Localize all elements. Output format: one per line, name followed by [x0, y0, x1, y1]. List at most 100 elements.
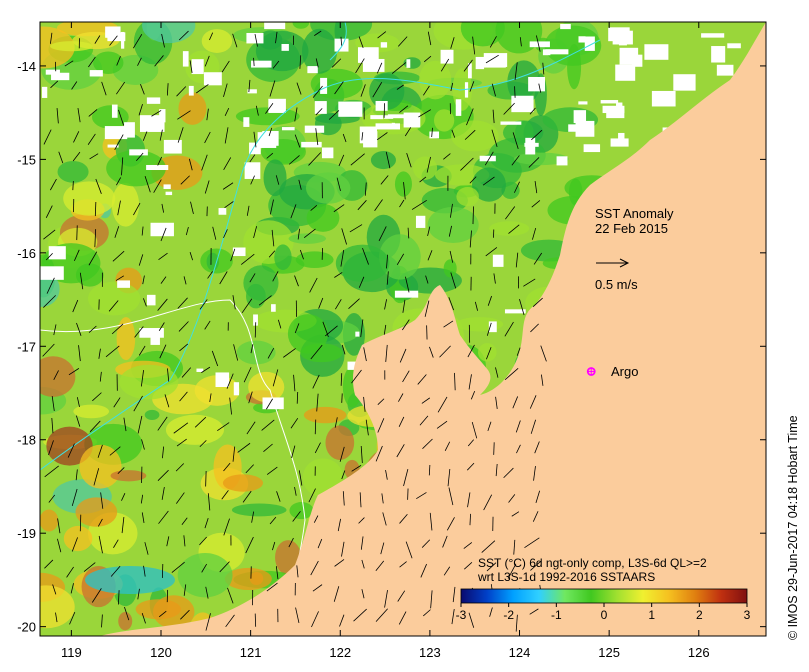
cloud-gap: [146, 294, 156, 306]
cloud-gap: [716, 64, 734, 76]
current-vector: [113, 539, 119, 548]
current-vector: [249, 154, 256, 163]
current-vector: [89, 153, 99, 160]
current-vector: [532, 511, 539, 522]
current-vector: [382, 512, 387, 526]
cloud-gap: [196, 368, 204, 372]
current-vector: [116, 177, 122, 186]
cloud-gap: [40, 266, 64, 280]
current-vector: [188, 158, 193, 171]
current-vector: [418, 109, 431, 118]
sst-patch: [379, 234, 421, 280]
current-vector: [52, 584, 57, 595]
current-vector: [349, 224, 363, 233]
current-vector: [245, 464, 254, 474]
current-vector: [178, 30, 189, 41]
current-vector: [114, 226, 120, 238]
current-vector: [72, 299, 79, 313]
cloud-gap: [500, 121, 522, 125]
cloud-gap: [41, 86, 48, 98]
sst-patch: [274, 244, 292, 271]
current-vector: [70, 583, 74, 594]
current-vector: [511, 511, 520, 517]
cloud-gap: [304, 125, 325, 133]
current-vector: [375, 560, 385, 572]
sst-patch: [40, 356, 76, 397]
current-vector: [360, 319, 364, 338]
current-vector: [450, 82, 454, 91]
cloud-gap: [251, 60, 272, 68]
current-vector: [76, 397, 80, 408]
current-vector: [199, 536, 207, 546]
current-vector: [43, 295, 56, 308]
current-vector: [263, 443, 273, 452]
sst-patch: [135, 599, 182, 620]
current-vector: [310, 344, 323, 360]
current-vector: [419, 176, 427, 183]
current-vector: [361, 589, 365, 599]
argo-float-label: Argo: [611, 364, 638, 379]
current-vector: [137, 415, 143, 434]
sst-patch: [177, 553, 233, 598]
cloud-gap: [464, 82, 469, 98]
current-vector: [482, 176, 495, 186]
current-vector: [87, 133, 96, 145]
cloud-gap: [524, 142, 539, 147]
current-vector: [519, 37, 522, 47]
current-vector: [383, 324, 387, 335]
current-vector: [121, 493, 126, 501]
current-vector: [268, 250, 276, 258]
current-vector: [89, 420, 101, 433]
current-vector: [384, 590, 388, 608]
current-vector: [469, 81, 475, 92]
current-vector: [221, 60, 230, 73]
current-vector: [460, 157, 474, 171]
current-vector: [101, 614, 103, 628]
current-vector: [92, 392, 102, 402]
current-vector: [159, 129, 163, 141]
current-vector: [375, 445, 383, 462]
current-vector: [331, 58, 342, 68]
sst-patch: [292, 22, 310, 29]
sst-patch: [224, 567, 272, 591]
current-vector: [45, 252, 53, 261]
cloud-gap: [347, 361, 360, 370]
current-vector: [94, 35, 101, 44]
current-vector: [375, 608, 388, 622]
current-vector: [117, 200, 121, 216]
current-vector: [73, 131, 80, 143]
current-vector: [463, 542, 473, 549]
current-vector: [45, 205, 53, 219]
sst-patch: [303, 406, 347, 424]
current-vector: [312, 584, 323, 592]
current-vector: [67, 443, 75, 458]
current-vector: [224, 107, 230, 117]
current-vector: [248, 391, 253, 404]
current-vector: [157, 156, 163, 166]
sst-patch: [289, 502, 314, 520]
cloud-gap: [556, 156, 568, 166]
current-vector: [48, 494, 56, 503]
current-vector: [470, 390, 476, 400]
current-vector: [205, 613, 211, 631]
cloud-gap: [107, 144, 119, 148]
current-vector: [361, 132, 364, 141]
current-vector: [431, 127, 433, 138]
x-tick-label: 126: [688, 645, 710, 660]
current-vector: [443, 153, 451, 160]
cloud-gap: [139, 115, 165, 132]
cloud-gap: [608, 27, 630, 42]
current-vector: [341, 470, 346, 480]
current-vector: [464, 129, 476, 140]
current-vector: [294, 323, 300, 334]
sst-patch: [477, 343, 497, 362]
current-vector: [313, 515, 319, 523]
current-vector: [430, 590, 433, 609]
current-vector: [385, 469, 388, 480]
current-vector: [161, 203, 165, 213]
current-vector: [425, 275, 429, 284]
x-tick-label: 125: [598, 645, 620, 660]
current-vector: [74, 249, 80, 262]
cloud-gap: [529, 41, 550, 48]
current-vector: [403, 469, 409, 487]
